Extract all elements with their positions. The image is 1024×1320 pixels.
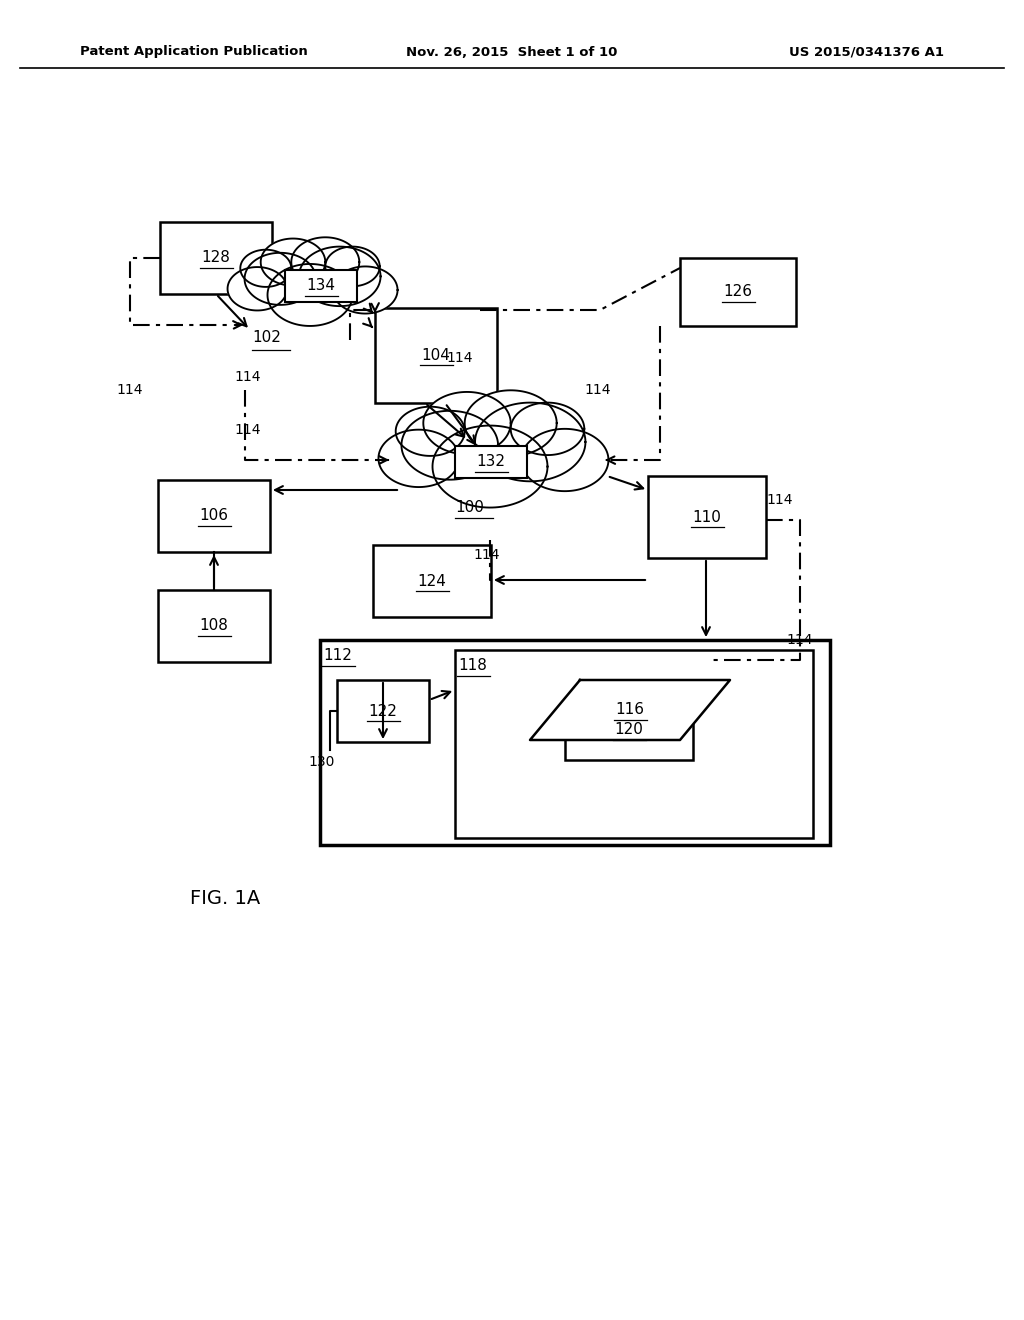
Text: FIG. 1A: FIG. 1A — [189, 888, 260, 908]
Text: 100: 100 — [455, 500, 484, 516]
Bar — [285, 271, 357, 302]
Text: 114: 114 — [786, 634, 813, 647]
Text: 106: 106 — [200, 508, 228, 524]
Bar — [648, 477, 766, 558]
Text: 126: 126 — [724, 285, 753, 300]
Text: Nov. 26, 2015  Sheet 1 of 10: Nov. 26, 2015 Sheet 1 of 10 — [407, 45, 617, 58]
Polygon shape — [475, 403, 586, 482]
Polygon shape — [511, 403, 585, 455]
Bar — [158, 590, 270, 663]
Text: 114: 114 — [234, 370, 261, 384]
Text: 112: 112 — [324, 648, 352, 664]
Text: 114: 114 — [585, 383, 611, 397]
Bar — [373, 545, 490, 616]
Text: 114: 114 — [117, 383, 143, 397]
Polygon shape — [423, 392, 511, 454]
Polygon shape — [465, 391, 557, 455]
Polygon shape — [432, 425, 548, 508]
Polygon shape — [530, 680, 730, 741]
Polygon shape — [333, 267, 397, 314]
Text: 116: 116 — [615, 702, 644, 718]
Bar — [680, 257, 796, 326]
Polygon shape — [261, 239, 326, 285]
Text: 110: 110 — [692, 510, 722, 524]
Polygon shape — [299, 247, 381, 306]
Polygon shape — [241, 249, 291, 286]
Text: Patent Application Publication: Patent Application Publication — [80, 45, 308, 58]
Bar — [160, 222, 272, 294]
Text: 114: 114 — [767, 492, 794, 507]
Text: 114: 114 — [234, 422, 261, 437]
Bar — [455, 649, 813, 838]
Bar — [375, 308, 497, 403]
Text: 102: 102 — [252, 330, 281, 346]
Text: 130: 130 — [309, 755, 335, 770]
Bar — [455, 446, 527, 478]
Polygon shape — [521, 429, 608, 491]
Bar — [337, 680, 429, 742]
Text: 128: 128 — [202, 251, 230, 265]
Text: 108: 108 — [200, 619, 228, 634]
Bar — [565, 700, 693, 760]
Polygon shape — [267, 264, 352, 326]
Polygon shape — [326, 247, 380, 286]
Polygon shape — [291, 238, 359, 286]
Text: 104: 104 — [422, 348, 451, 363]
Bar — [319, 640, 830, 845]
Polygon shape — [379, 430, 459, 487]
Polygon shape — [245, 253, 316, 305]
Text: 118: 118 — [459, 659, 487, 673]
Polygon shape — [227, 267, 287, 310]
Text: 120: 120 — [614, 722, 643, 738]
Text: 134: 134 — [306, 279, 336, 293]
Bar — [158, 480, 270, 552]
Text: 132: 132 — [476, 454, 506, 470]
Polygon shape — [401, 411, 498, 479]
Polygon shape — [395, 407, 465, 455]
Text: 124: 124 — [418, 573, 446, 589]
Text: 122: 122 — [369, 704, 397, 718]
Text: US 2015/0341376 A1: US 2015/0341376 A1 — [790, 45, 944, 58]
Text: 114: 114 — [474, 548, 501, 562]
Text: 114: 114 — [446, 351, 473, 366]
